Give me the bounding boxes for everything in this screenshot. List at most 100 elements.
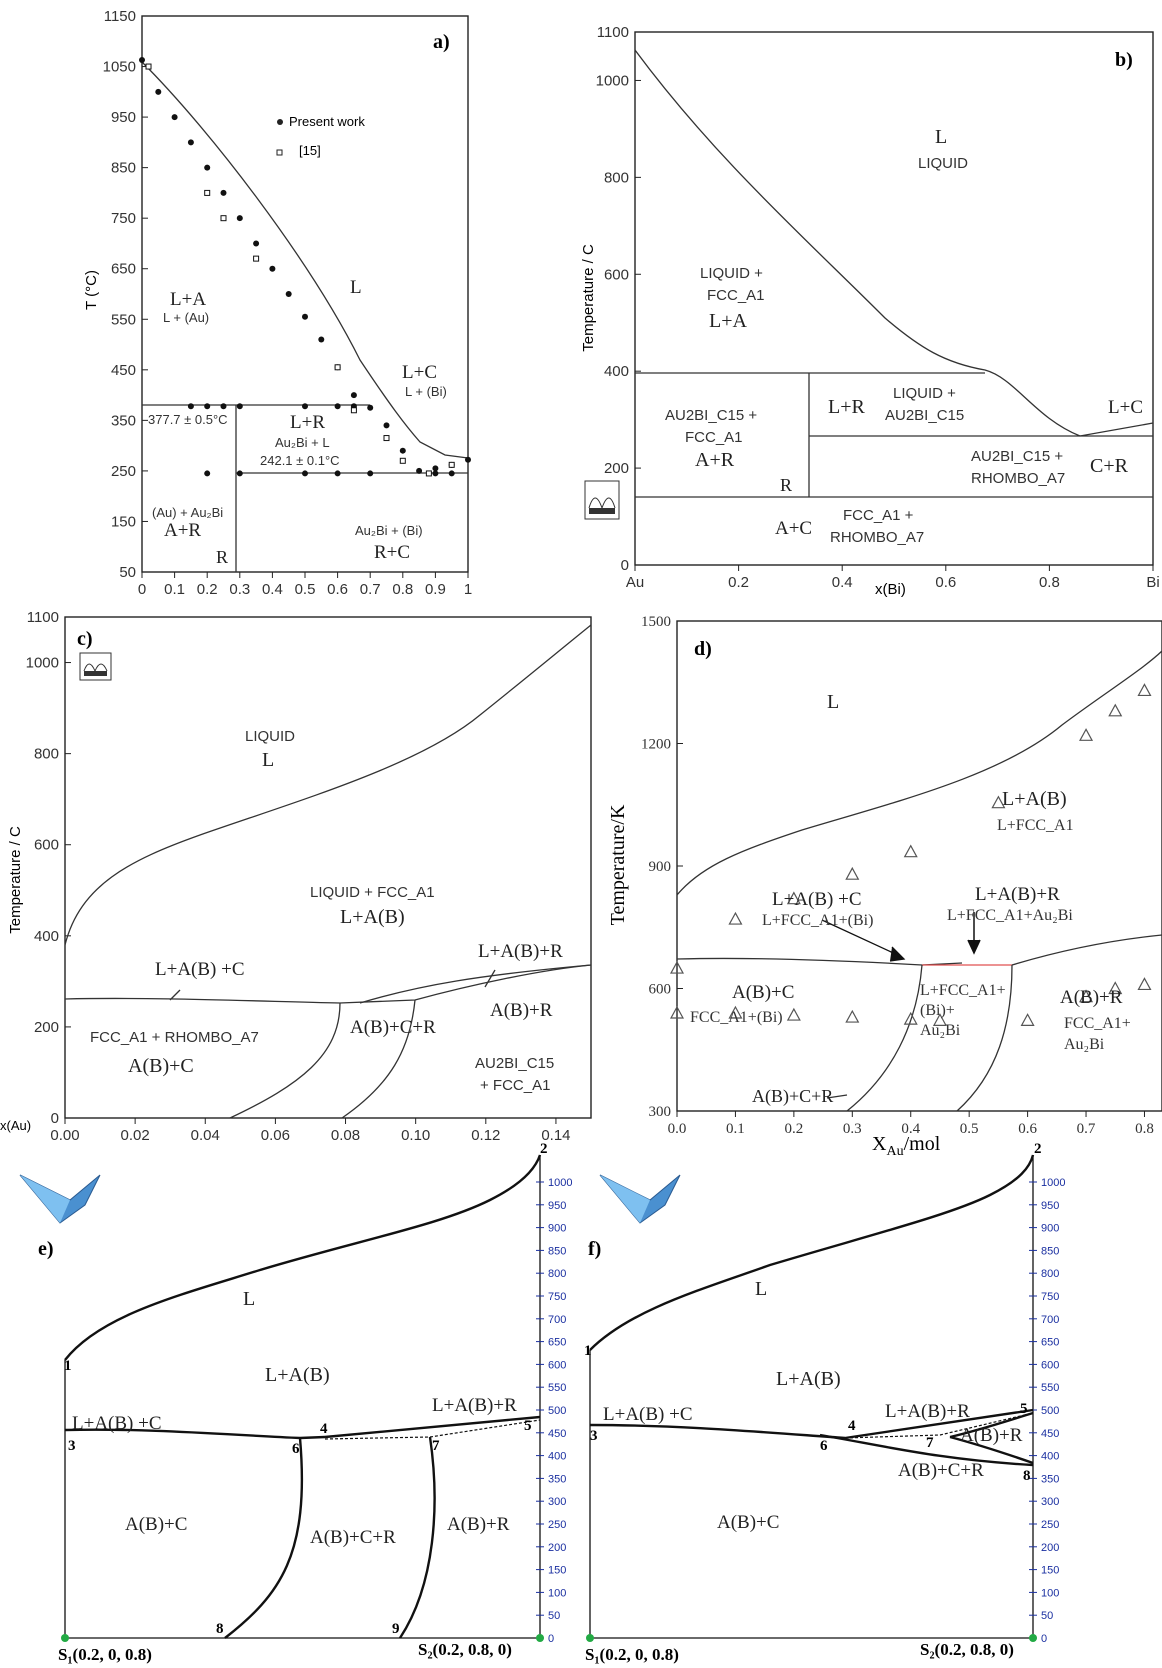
y-tick-label: 0 (51, 1110, 59, 1127)
present-work-point (416, 467, 423, 474)
present-work-point (139, 56, 145, 63)
x-tick-label: 0.2 (784, 1121, 803, 1137)
panel-f-region-ABR: A(B)+R (960, 1425, 1023, 1446)
triangle-marker (786, 1007, 801, 1021)
panel-b-xlabel: x(Bi) (875, 581, 906, 598)
panel-a-region-L: L (350, 277, 362, 298)
scale-tick-label: 700 (1041, 1314, 1059, 1326)
panel-b-region-AR: A+R (695, 449, 735, 471)
panel-e-region-ABC: A(B)+C (125, 1514, 187, 1535)
x-tick-label: 0.4 (832, 574, 853, 591)
panel-e-region-L: L (243, 1288, 255, 1310)
panel-b-region-L: L (935, 126, 947, 148)
scale-tick-label: 700 (548, 1314, 566, 1326)
scale-tick-label: 150 (548, 1565, 566, 1577)
present-work-point (187, 139, 194, 146)
x-tick-label: 0.14 (541, 1127, 570, 1144)
panel-b-region-LA-sub1: LIQUID + (700, 265, 763, 282)
scale-tick-label: 100 (1041, 1587, 1059, 1599)
scale-tick-label: 250 (1041, 1519, 1059, 1531)
panel-f-lower-boundary (819, 1433, 1034, 1467)
panel-f-letter: f) (588, 1238, 601, 1260)
panel-f: f) 0 50 100 150 200 250 300 350 400 450 500 550 600 6… (584, 1141, 1065, 1664)
panel-a-region-LC-sub: L + (Bi) (405, 384, 447, 399)
panel-f-point-6: 6 (820, 1438, 828, 1454)
scale-tick-label: 950 (548, 1200, 566, 1212)
panel-d-xlabel-tail: /mol (904, 1133, 941, 1155)
present-work-point (220, 403, 227, 410)
panel-a-region-LR-sub: Au₂Bi + L (275, 435, 330, 450)
scale-tick-label: 100 (548, 1587, 566, 1599)
triangle-marker (728, 1005, 743, 1019)
triangle-marker (728, 911, 743, 925)
panel-e-point-9: 9 (392, 1621, 400, 1637)
panel-a-region-LA-sub: L + (Au) (163, 310, 209, 325)
panel-c-region-ABR-sub2: + FCC_A1 (480, 1077, 550, 1094)
ref15-point (145, 63, 152, 70)
scale-tick-label: 350 (548, 1473, 566, 1485)
scale-tick-label: 800 (1041, 1268, 1059, 1280)
panel-c-xlabel: x(Au) (0, 1118, 31, 1133)
panel-c-liquidus (64, 624, 592, 946)
panel-c-ticks: 0 200 400 600 800 1000 1100 0.00 0.02 0.04 0.06 0.0… (26, 609, 571, 1144)
panel-d-liquidus (676, 650, 1162, 896)
scale-tick-label: 150 (1041, 1565, 1059, 1577)
present-work-point (204, 470, 211, 477)
present-work-point (367, 404, 374, 411)
panel-b-ticks: 0 200 400 600 800 1000 1100 Au 0.2 0.4 0.6 0.8 Bi (596, 24, 1160, 591)
triangle-marker (669, 1005, 685, 1019)
present-work-point (187, 403, 194, 410)
panel-f-point-3: 3 (590, 1428, 598, 1444)
panel-e-point-8: 8 (216, 1621, 224, 1637)
panel-d-region-mid2: (Bi)+ (920, 1002, 955, 1019)
panel-b-region-R: R (780, 475, 792, 495)
panel-d-LABR-line (1011, 934, 1162, 966)
present-work-point (204, 164, 211, 171)
y-tick-label: 800 (604, 169, 629, 186)
panel-d-region-ABCR: A(B)+C+R (752, 1086, 833, 1107)
x-tick-label: 0.04 (191, 1127, 220, 1144)
x-tick-label: 0.3 (229, 581, 250, 598)
panel-a-region-LR: L+R (290, 412, 325, 433)
scale-tick-label: 550 (548, 1382, 566, 1394)
y-tick-label: 200 (604, 460, 629, 477)
panel-f-region-ABCR: A(B)+C+R (898, 1460, 984, 1481)
triangle-marker (1137, 683, 1152, 697)
y-tick-label: 50 (119, 564, 136, 581)
panel-f-ABR-lower (949, 1435, 1034, 1465)
x-tick-label: 0.4 (901, 1121, 920, 1137)
scale-tick-label: 400 (548, 1451, 566, 1463)
panel-d-region-ABC: A(B)+C (732, 982, 794, 1003)
triangle-marker (1020, 1013, 1035, 1026)
panel-f-point-7: 7 (926, 1435, 934, 1451)
panel-e-liquidus (64, 1154, 542, 1361)
ref15-point (334, 364, 341, 371)
scale-tick-label: 50 (548, 1610, 560, 1622)
panel-b-letter: b) (1115, 49, 1133, 71)
y-tick-label: 400 (604, 363, 629, 380)
panel-f-three-phase-line (589, 1423, 846, 1440)
y-tick-label: 350 (111, 412, 136, 429)
panel-d-frame (676, 620, 1162, 1112)
panel-e-s2-label: S₂(0.2, 0.8, 0) (418, 1640, 512, 1659)
panel-f-ABR-upper (949, 1411, 1034, 1439)
present-work-point (334, 470, 341, 477)
scale-tick-label: 0 (548, 1633, 554, 1645)
scale-tick-label: 900 (548, 1223, 566, 1235)
x-tick-label: Au (626, 574, 644, 591)
y-tick-label: 1150 (104, 8, 136, 25)
scale-tick-label: 500 (1041, 1405, 1059, 1417)
panel-c-ylabel: Temperature / C (7, 826, 24, 934)
panel-a: 50 150 250 350 450 550 650 750 850 950 1050 1150 0 0.… (83, 8, 472, 598)
panel-a-ylabel: T (°C) (83, 270, 100, 310)
panel-b-region-LA-sub2: FCC_A1 (707, 287, 765, 304)
panel-c: 0 200 400 600 800 1000 1100 0.00 0.02 0.04 0.06 0.0… (0, 609, 592, 1144)
present-work-point (302, 313, 308, 320)
y-tick-label: 900 (649, 859, 672, 875)
ref15-point (425, 470, 432, 477)
x-tick-label: 0.4 (262, 581, 283, 598)
present-work-point (448, 470, 455, 477)
x-tick-label: 0.7 (360, 581, 381, 598)
panel-c-region-L: L (262, 749, 274, 771)
triangle-marker (991, 795, 1006, 809)
